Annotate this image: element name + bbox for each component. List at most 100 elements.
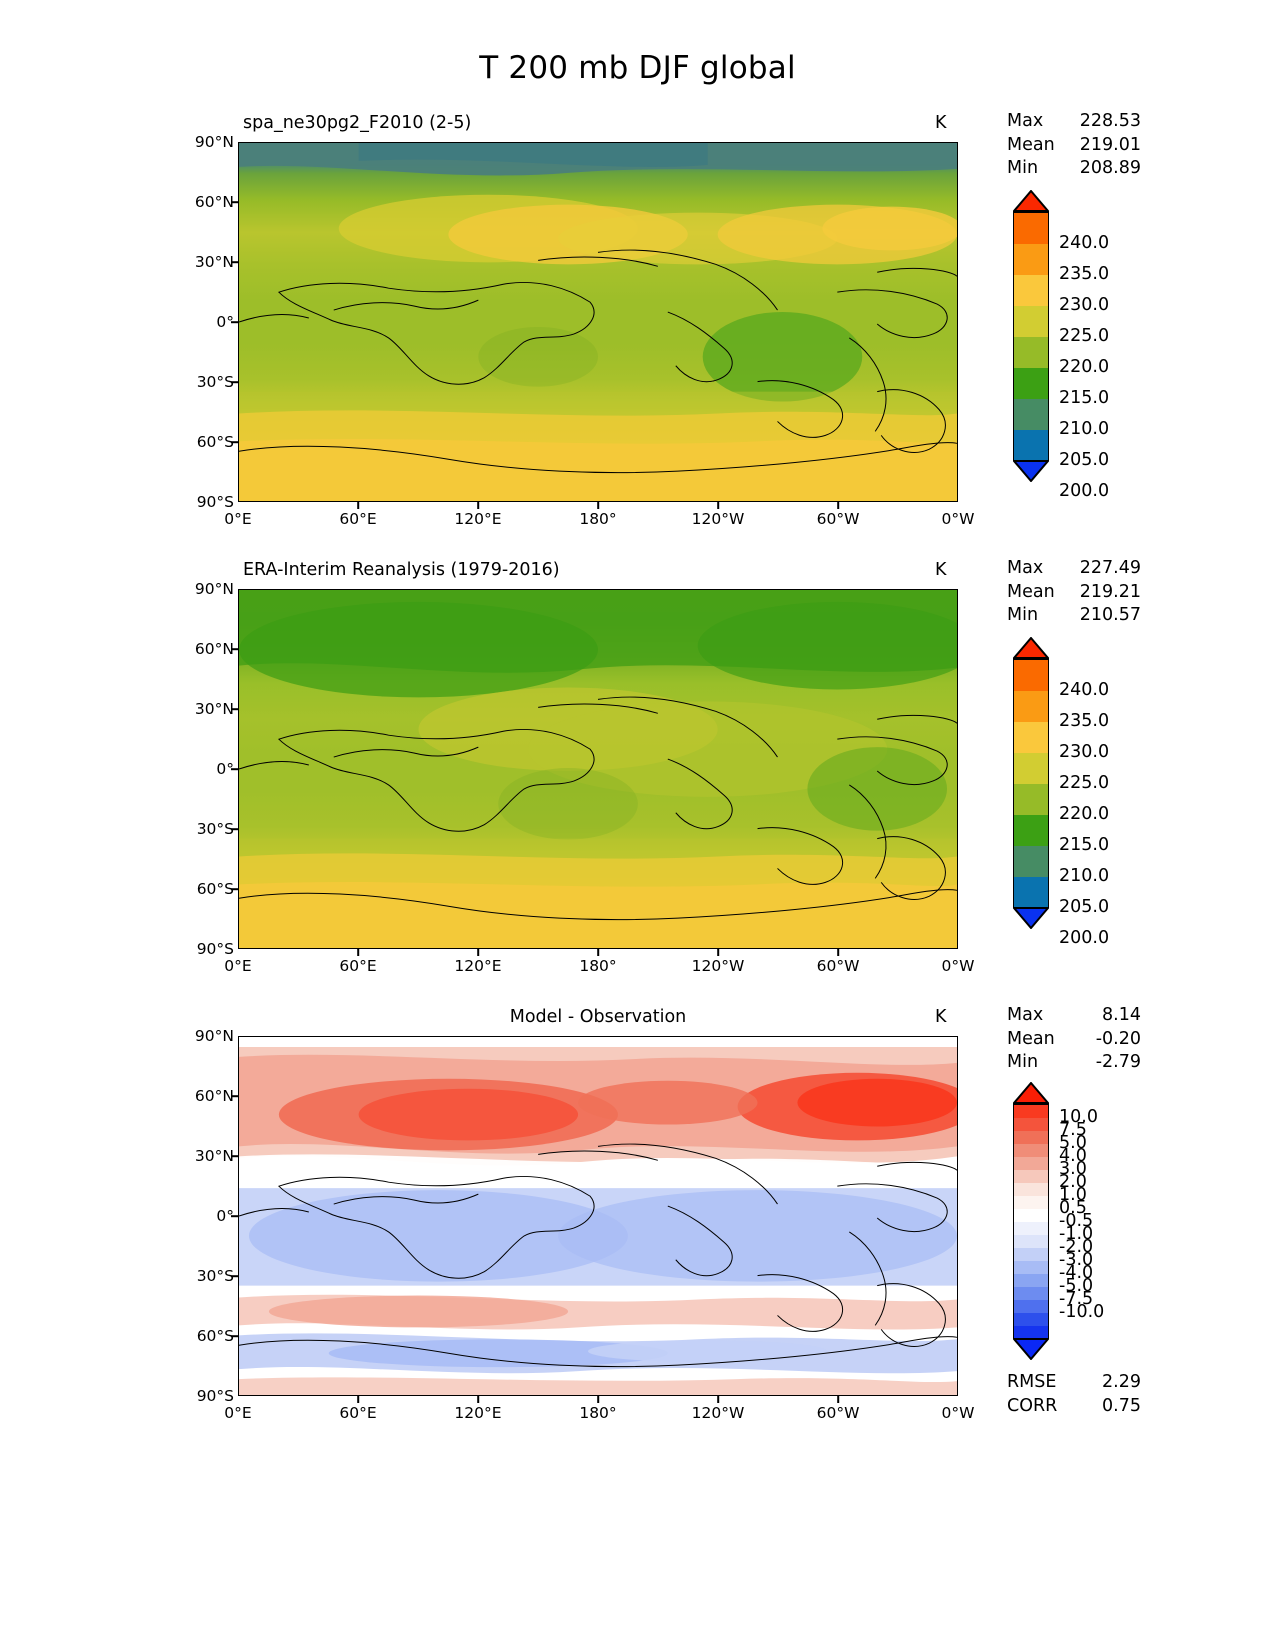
stat-label-max: Max [1007,558,1044,578]
stat-label-min: Min [1007,605,1039,625]
colorbar-difference-extend-min [1011,1338,1051,1361]
ytick-label: 0° [216,760,234,778]
score-value-corr: 0.75 [1102,1395,1141,1416]
xtick-label: 0°E [224,957,252,975]
ytick-label: 0° [216,313,234,331]
ytick-label: 90°N [194,1027,234,1045]
colorbar-difference-segment [1014,1157,1048,1170]
xtick-label: 0°W [941,957,975,975]
colorbar-model[interactable]: 240.0 235.0 230.0 225.0 220.0 215.0 210.0 205.0… [1011,189,1213,501]
score-label-corr: CORR [1007,1395,1058,1416]
colorbar-observation-segment [1014,660,1048,691]
map-observation[interactable] [238,589,958,949]
colorbar-difference-segment [1014,1183,1048,1196]
colorbar-model-segment [1014,275,1048,306]
xtick-label: 180° [579,510,617,528]
ytick-label: 60°N [194,1087,234,1105]
xtick-label: 120°E [454,510,502,528]
stat-label-max: Max [1007,111,1044,131]
colorbar-difference-segment [1014,1196,1048,1209]
ytick-label: 60°S [196,1327,234,1345]
ytick-label: 30°N [194,700,234,718]
map-difference[interactable] [238,1036,958,1396]
colorbar-observation-segment [1014,815,1048,846]
map-model[interactable] [238,142,958,502]
colorbar-observation[interactable]: 240.0 235.0 230.0 225.0 220.0 215.0 210.0 205.0… [1011,636,1213,948]
xtick-label: 0°E [224,1404,252,1422]
colorbar-observation-body [1013,659,1049,908]
colorbar-difference-segment [1014,1170,1048,1183]
stats-model: Max 228.53 Mean 219.01 Min 208.89 [1007,110,1141,181]
stat-value-max: 227.49 [1079,558,1141,578]
xtick-label: 60°E [339,957,377,975]
colorbar-observation-segment [1014,722,1048,753]
stat-label-max: Max [1007,1005,1044,1025]
stat-value-mean: 219.21 [1079,581,1141,602]
stat-label-mean: Mean [1007,1028,1055,1049]
xtick-label: 120°E [454,1404,502,1422]
ytick-label: 60°N [194,193,234,211]
score-box: RMSE 2.29 CORR 0.75 [1007,1371,1141,1418]
colorbar-model-segment [1014,244,1048,275]
xtick-label: 60°W [816,957,860,975]
ytick-label: 90°N [194,580,234,598]
colorbar-difference-tick-label: -4.0 [1059,1263,1094,1283]
ytick-label: 90°N [194,133,234,151]
colorbar-difference-tick-label: 7.5 [1059,1120,1087,1140]
colorbar-model-tick-label: 235.0 [1059,264,1110,284]
xtick-label: 0°W [941,510,975,528]
colorbar-difference-body [1013,1104,1049,1339]
ytick-label: 90°S [196,493,234,511]
yaxis-model: 90°N 60°N 30°N 0° 30°S 60°S 90°S [178,133,234,511]
colorbar-model-tick-label: 210.0 [1059,419,1110,439]
xtick-label: 120°W [691,957,745,975]
stat-value-max: 228.53 [1079,111,1141,131]
colorbar-difference-extend-max [1011,1081,1051,1104]
colorbar-difference[interactable]: 10.0 7.5 5.0 4.0 3.0 2.0 1.0 0.5 -0.5 -1.0 -2.0 -3.… [1011,1081,1213,1361]
xtick-label: 120°E [454,957,502,975]
stat-label-min: Min [1007,158,1039,178]
xtick-label: 0°E [224,510,252,528]
stat-label-min: Min [1007,1052,1039,1072]
colorbar-difference-segment [1014,1261,1048,1274]
xtick-label: 120°W [691,510,745,528]
colorbar-model-segment [1014,368,1048,399]
stat-value-min: 210.57 [1079,605,1141,625]
ytick-label: 0° [216,1207,234,1225]
colorbar-difference-segment [1014,1118,1048,1131]
colorbar-difference-segment [1014,1313,1048,1326]
yaxis-observation: 90°N 60°N 30°N 0° 30°S 60°S 90°S [178,580,234,958]
colorbar-difference-segment [1014,1248,1048,1261]
xtick-label: 60°W [816,1404,860,1422]
colorbar-difference-tick-label: -10.0 [1059,1302,1105,1322]
ytick-label: 30°S [196,820,234,838]
colorbar-difference-tick-label: -3.0 [1059,1250,1094,1270]
figure-title: T 200 mb DJF global [479,50,796,86]
colorbar-model-segment [1014,399,1048,430]
colorbar-difference-segment [1014,1287,1048,1300]
score-label-rmse: RMSE [1007,1372,1057,1392]
colorbar-model-segment [1014,306,1048,337]
xtick-label: 60°E [339,1404,377,1422]
xtick-label: 0°W [941,1404,975,1422]
colorbar-observation-tick-label: 215.0 [1059,835,1110,855]
panel-model-title: spa_ne30pg2_F2010 (2-5) [243,113,472,133]
stat-value-min: 208.89 [1079,158,1141,178]
xtick-label: 180° [579,1404,617,1422]
colorbar-model-extend-max [1011,189,1051,212]
colorbar-model-body [1013,212,1049,461]
colorbar-difference-tick-label: 10.0 [1059,1107,1098,1127]
xtick-label: 60°W [816,510,860,528]
xtick-label: 120°W [691,1404,745,1422]
colorbar-model-segment [1014,337,1048,368]
colorbar-difference-segment [1014,1105,1048,1118]
xtick-label: 60°E [339,510,377,528]
colorbar-difference-tick-label: 1.0 [1059,1185,1087,1205]
colorbar-difference-tick-label: 2.0 [1059,1172,1087,1192]
colorbar-difference-segment [1014,1326,1048,1339]
colorbar-difference-tick-label: -1.0 [1059,1224,1094,1244]
ytick-label: 30°N [194,253,234,271]
colorbar-model-tick-label: 200.0 [1059,481,1110,501]
colorbar-difference-segment [1014,1209,1048,1222]
colorbar-model-tick-label: 240.0 [1059,233,1110,253]
